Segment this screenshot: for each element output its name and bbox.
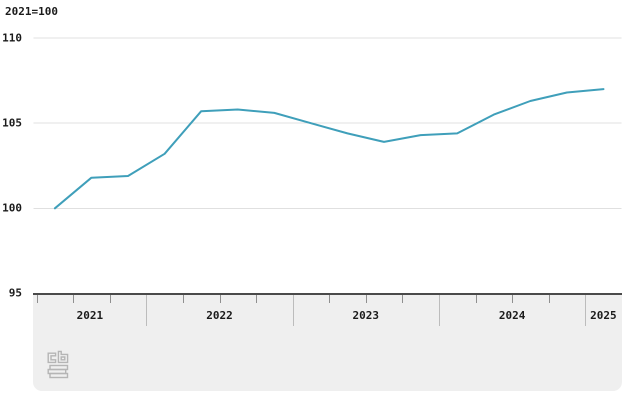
x-year-label-2025: 2025 bbox=[590, 309, 617, 322]
cbs-logo-letter-b-counter bbox=[60, 356, 66, 361]
unit-base-label: 2021=100 bbox=[5, 5, 58, 18]
gridlines bbox=[33, 37, 622, 209]
quarter-tick bbox=[402, 295, 404, 303]
y-tick-label-100: 100 bbox=[2, 201, 22, 215]
quarter-tick bbox=[256, 295, 257, 303]
cbs-logo-letter-s bbox=[49, 372, 69, 379]
index-series-line bbox=[53, 88, 605, 210]
x-axis-panel: 2021 2022 2023 2024 2025 bbox=[33, 293, 622, 391]
y-tick-label-105: 105 bbox=[2, 116, 22, 130]
year-boundary-line bbox=[292, 295, 294, 326]
x-year-label-2022: 2022 bbox=[206, 309, 233, 322]
quarter-tick bbox=[219, 295, 221, 303]
quarter-tick bbox=[329, 295, 331, 303]
x-year-label-2021: 2021 bbox=[76, 309, 104, 322]
x-year-label-2023: 2023 bbox=[352, 309, 380, 322]
y-tick-label-95: 95 bbox=[8, 286, 22, 300]
year-boundary-line bbox=[146, 295, 148, 326]
year-boundary-line bbox=[585, 295, 587, 326]
quarter-tick bbox=[548, 295, 550, 303]
quarter-tick bbox=[36, 295, 38, 303]
cbs-logo bbox=[47, 350, 69, 379]
year-boundary-line bbox=[438, 295, 440, 326]
quarter-tick bbox=[365, 295, 367, 303]
cbs-logo-letter-b bbox=[57, 350, 69, 364]
cbs-logo-letter-c bbox=[47, 352, 57, 364]
x-year-label-2024: 2024 bbox=[498, 309, 526, 322]
quarter-tick bbox=[109, 295, 111, 303]
quarter-tick bbox=[182, 295, 184, 303]
quarter-tick bbox=[475, 295, 477, 303]
quarter-tick bbox=[73, 295, 75, 303]
y-tick-label-110: 110 bbox=[2, 31, 22, 45]
quarter-tick bbox=[512, 295, 514, 303]
